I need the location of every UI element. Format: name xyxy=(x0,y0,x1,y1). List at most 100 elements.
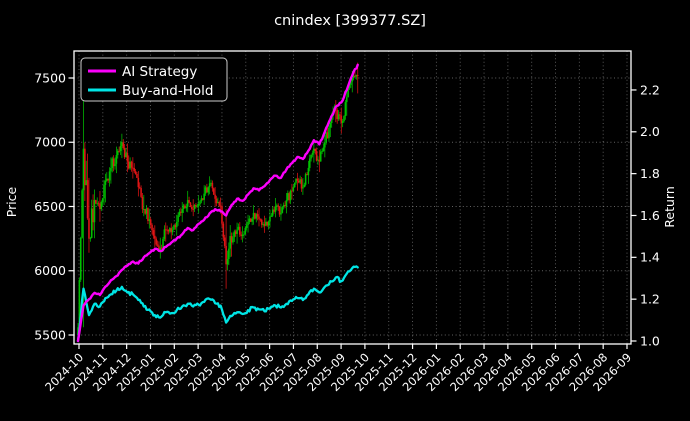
candle-body xyxy=(248,218,251,222)
candle-body xyxy=(181,209,184,213)
candle-body xyxy=(99,203,101,210)
right-tick-label: 1.8 xyxy=(640,166,660,181)
candle-body xyxy=(177,215,179,222)
candle-body xyxy=(269,216,271,222)
candle-body xyxy=(125,152,127,158)
candle-body xyxy=(79,237,82,280)
candle-body xyxy=(153,235,156,239)
candle-body xyxy=(107,178,109,181)
candle-body xyxy=(281,207,284,213)
candle-body xyxy=(328,127,330,139)
candle-body xyxy=(239,226,241,235)
candle-body xyxy=(339,114,341,116)
candle-body xyxy=(265,221,267,226)
candle-body xyxy=(271,209,274,216)
candle-body xyxy=(151,224,153,231)
right-tick-label: 1.4 xyxy=(640,250,660,265)
candle-body xyxy=(256,214,259,217)
candle-body xyxy=(322,147,325,152)
candle-body xyxy=(126,152,129,162)
right-tick-label: 2.0 xyxy=(640,124,660,139)
candle-body xyxy=(222,223,225,238)
candle-body xyxy=(77,327,79,335)
candle-body xyxy=(149,219,152,225)
candle-body xyxy=(258,216,260,220)
candle-body xyxy=(175,221,178,228)
legend-ai-strategy-label: AI Strategy xyxy=(122,64,197,80)
candle-body xyxy=(130,161,133,168)
candle-body xyxy=(317,159,319,161)
candle-body xyxy=(219,205,222,207)
candle-body xyxy=(344,102,347,117)
candle-body xyxy=(104,180,107,185)
candle-body xyxy=(84,148,86,186)
candle-body xyxy=(291,190,293,192)
candle-body xyxy=(356,74,359,76)
candle-body xyxy=(244,227,247,235)
candle-body xyxy=(341,121,344,123)
candle-body xyxy=(206,187,208,193)
candle-body xyxy=(303,184,306,188)
candle-body xyxy=(193,204,196,210)
candle-body xyxy=(347,88,349,98)
candle-body xyxy=(156,244,159,246)
candle-body xyxy=(313,148,315,153)
candle-body xyxy=(300,179,303,189)
candle-body xyxy=(308,158,311,168)
candle-body xyxy=(314,148,317,152)
right-tick-label: 1.0 xyxy=(640,333,660,348)
candle-body xyxy=(114,163,116,167)
candle-body xyxy=(203,193,205,200)
candle-body xyxy=(304,174,307,185)
left-tick-label: 6000 xyxy=(34,263,66,278)
candle-body xyxy=(115,155,118,164)
chart-title: cnindex [399377.SZ] xyxy=(274,13,426,29)
candle-body xyxy=(274,206,277,212)
left-tick-labels: 5500 6000 6500 7000 7500 xyxy=(34,70,66,342)
candle-body xyxy=(160,247,163,249)
legend-box xyxy=(80,57,228,102)
candle-body xyxy=(292,187,295,192)
candle-body xyxy=(191,206,193,210)
candle-body xyxy=(336,110,338,120)
candle-body xyxy=(140,188,142,197)
candle-body xyxy=(163,229,166,239)
left-tick-label: 7500 xyxy=(34,70,66,85)
candle-body xyxy=(284,204,286,207)
candle-body xyxy=(97,203,100,205)
candle-body xyxy=(293,182,296,188)
candle-body xyxy=(255,214,258,219)
left-axis-label: Price xyxy=(4,186,19,217)
candle-body xyxy=(88,218,90,239)
candle-body xyxy=(296,178,299,181)
candle-body xyxy=(141,196,144,210)
candle-body xyxy=(144,209,146,214)
candle-body xyxy=(133,167,136,172)
candle-body xyxy=(230,236,233,243)
candle-body xyxy=(240,234,242,236)
axis-ticks xyxy=(68,77,637,349)
candle-body xyxy=(208,183,211,188)
candle-body xyxy=(134,171,137,174)
candle-body xyxy=(174,225,177,228)
candle-body xyxy=(226,259,229,265)
candle-body xyxy=(188,200,190,203)
candle-body xyxy=(306,174,308,176)
candle-body xyxy=(343,116,345,122)
candle-body xyxy=(127,161,130,169)
candle-body xyxy=(155,238,157,245)
candle-body xyxy=(214,194,216,199)
candle-body xyxy=(329,122,332,128)
candle-body xyxy=(350,81,352,86)
candle-body xyxy=(228,248,230,260)
candle-body xyxy=(95,200,97,204)
candle-body xyxy=(82,148,85,191)
left-tick-label: 6500 xyxy=(34,199,66,214)
candle-body xyxy=(215,198,218,204)
candle-body xyxy=(103,184,105,199)
candle-body xyxy=(93,200,96,223)
candle-body xyxy=(111,158,114,168)
candle-body xyxy=(159,247,162,250)
